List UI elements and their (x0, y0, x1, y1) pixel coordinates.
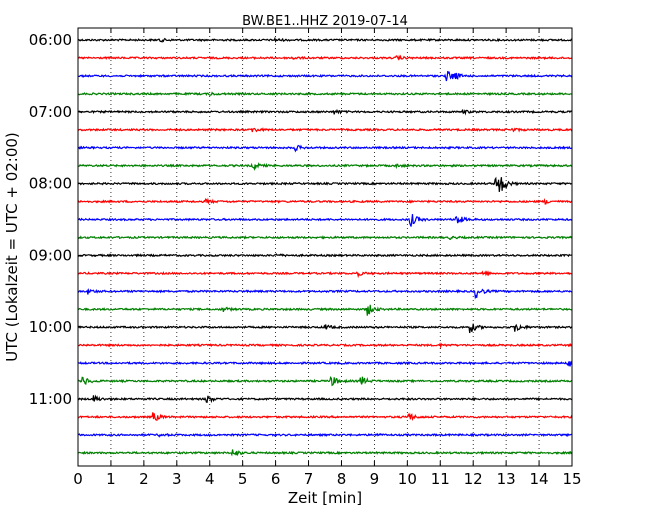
x-tick-label: 6 (271, 470, 281, 488)
seismic-trace (77, 323, 573, 334)
x-tick-label: 14 (530, 470, 549, 488)
y-tick-label: 06:00 (29, 31, 72, 49)
y-axis-ticks: 06:00 07:00 08:00 09:00 10:00 11:00 (29, 31, 83, 408)
x-tick-label: 8 (337, 470, 347, 488)
x-tick-label: 15 (562, 470, 581, 488)
seismic-trace (77, 144, 573, 153)
x-tick-label: 4 (205, 470, 215, 488)
x-axis-label: Zeit [min] (288, 489, 362, 507)
x-tick-label: 2 (139, 470, 149, 488)
x-tick-label: 0 (73, 470, 83, 488)
y-tick-label: 08:00 (29, 175, 72, 193)
seismic-trace (77, 108, 573, 116)
seismic-trace (77, 36, 573, 44)
seismic-trace (77, 342, 573, 350)
x-tick-label: 10 (398, 470, 417, 488)
x-tick-label: 5 (238, 470, 248, 488)
seismic-trace (77, 127, 573, 133)
y-tick-label: 10:00 (29, 318, 72, 336)
seismic-trace (77, 449, 573, 457)
x-tick-label: 1 (106, 470, 116, 488)
plot-frame (77, 27, 573, 467)
x-tick-label: 9 (370, 470, 380, 488)
seismic-trace (77, 375, 573, 387)
x-tick-label: 3 (172, 470, 182, 488)
seismic-trace (77, 91, 573, 97)
y-tick-label: 07:00 (29, 103, 72, 121)
seismic-trace (77, 360, 573, 368)
y-tick-label: 11:00 (29, 390, 72, 408)
seismic-trace (77, 394, 573, 404)
x-tick-label: 7 (304, 470, 314, 488)
seismic-trace (77, 214, 573, 227)
seismic-trace (77, 176, 573, 192)
seismic-trace (77, 54, 573, 61)
seismic-trace (77, 287, 573, 300)
trace-group (77, 36, 573, 457)
seismic-trace (77, 162, 573, 172)
seismic-trace (77, 253, 573, 258)
seismic-trace (77, 304, 573, 316)
x-tick-label: 13 (497, 470, 516, 488)
y-axis-label: UTC (Lokalzeit = UTC + 02:00) (3, 132, 21, 362)
seismic-trace (77, 432, 573, 438)
seismic-trace (77, 70, 573, 82)
x-axis-ticks: 0 1 2 3 4 5 6 7 8 9 10 11 12 13 14 15 (73, 28, 582, 488)
seismic-trace (77, 197, 573, 205)
x-tick-label: 11 (431, 470, 450, 488)
seismic-trace (77, 412, 573, 422)
seismic-trace (77, 270, 573, 279)
y-tick-label: 09:00 (29, 246, 72, 264)
seismic-trace (77, 235, 573, 241)
x-tick-label: 12 (464, 470, 483, 488)
chart-title: BW.BE1..HHZ 2019-07-14 (242, 14, 408, 29)
